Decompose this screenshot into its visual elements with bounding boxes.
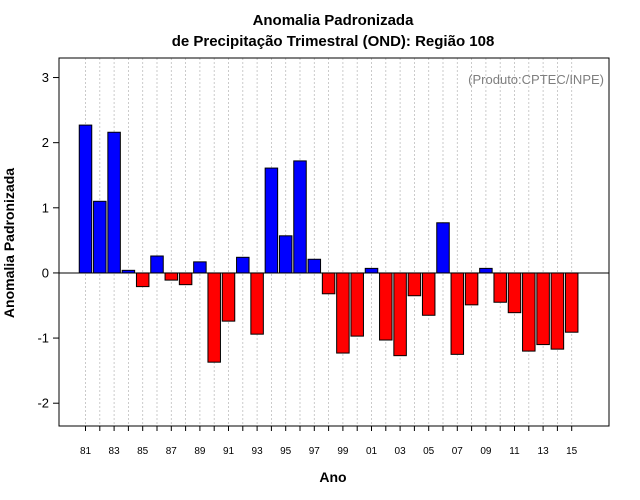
- y-tick-label: -2: [37, 396, 49, 411]
- credit-label: (Produto:CPTEC/INPE): [468, 72, 604, 87]
- chart-title-line2: de Precipitação Trimestral (OND): Região…: [172, 33, 495, 50]
- x-tick-label: 09: [480, 446, 492, 457]
- bar-10: [493, 272, 507, 303]
- bar-12: [522, 272, 536, 352]
- bar-00: [350, 272, 364, 337]
- bar-85: [135, 272, 150, 288]
- bar-86: [150, 255, 164, 274]
- bar-87: [164, 272, 179, 281]
- bar-99: [336, 272, 350, 354]
- bar-93: [250, 272, 264, 335]
- bar-96: [293, 160, 307, 274]
- bar-92: [236, 256, 250, 274]
- x-tick-label: 83: [109, 446, 121, 457]
- x-axis: 81 83 85 87 89 91 93 95 97 99 01 03 05 07 09 11 13 15: [80, 426, 578, 457]
- bar-95: [278, 235, 293, 274]
- bar-91: [221, 272, 236, 322]
- bar-94: [264, 167, 279, 274]
- bar-01: [364, 267, 379, 274]
- bar-layer: [78, 124, 579, 363]
- bar-89: [193, 261, 207, 274]
- bar-82: [93, 200, 107, 274]
- y-axis: -2 -1 0 1 2 3: [37, 70, 59, 411]
- bar-98: [321, 272, 336, 295]
- x-tick-label: 05: [423, 446, 435, 457]
- y-tick-label: -1: [37, 331, 49, 346]
- x-tick-label: 97: [309, 446, 321, 457]
- x-tick-label: 13: [538, 446, 550, 457]
- bar-04: [407, 272, 422, 297]
- x-tick-label: 91: [223, 446, 235, 457]
- x-tick-label: 07: [452, 446, 464, 457]
- x-tick-label: 93: [252, 446, 264, 457]
- bar-07: [450, 272, 465, 355]
- x-tick-label: 81: [80, 446, 92, 457]
- y-axis-title: Anomalia Padronizada: [1, 168, 17, 318]
- x-tick-label: 89: [194, 446, 206, 457]
- bar-81: [78, 124, 93, 274]
- bar-83: [107, 131, 121, 274]
- bar-11: [507, 272, 522, 314]
- bar-02: [379, 272, 393, 341]
- x-tick-label: 15: [566, 446, 578, 457]
- x-tick-label: 11: [509, 446, 520, 457]
- bar-09: [479, 267, 493, 274]
- chart-title-line1: Anomalia Padronizada: [253, 12, 415, 29]
- x-tick-label: 03: [395, 446, 407, 457]
- bar-88: [178, 272, 193, 286]
- bar-14: [550, 272, 565, 350]
- y-tick-label: 1: [42, 200, 49, 215]
- plot-frame: [58, 57, 610, 427]
- y-tick-label: 3: [42, 70, 49, 85]
- x-tick-label: 87: [166, 446, 178, 457]
- bar-06: [436, 222, 450, 274]
- y-tick-label: 0: [42, 265, 49, 280]
- bar-90: [207, 272, 221, 363]
- x-tick-label: 95: [280, 446, 292, 457]
- bar-03: [393, 272, 407, 357]
- x-tick-label: 85: [137, 446, 149, 457]
- bar-13: [536, 272, 550, 346]
- x-axis-title: Ano: [319, 469, 346, 485]
- x-tick-label: 01: [366, 446, 378, 457]
- x-tick-label: 99: [337, 446, 349, 457]
- bar-97: [307, 258, 322, 274]
- bar-08: [464, 272, 479, 306]
- grid-layer: [85, 58, 573, 426]
- bar-15: [564, 272, 579, 333]
- bar-05: [421, 272, 436, 316]
- y-tick-label: 2: [42, 135, 49, 150]
